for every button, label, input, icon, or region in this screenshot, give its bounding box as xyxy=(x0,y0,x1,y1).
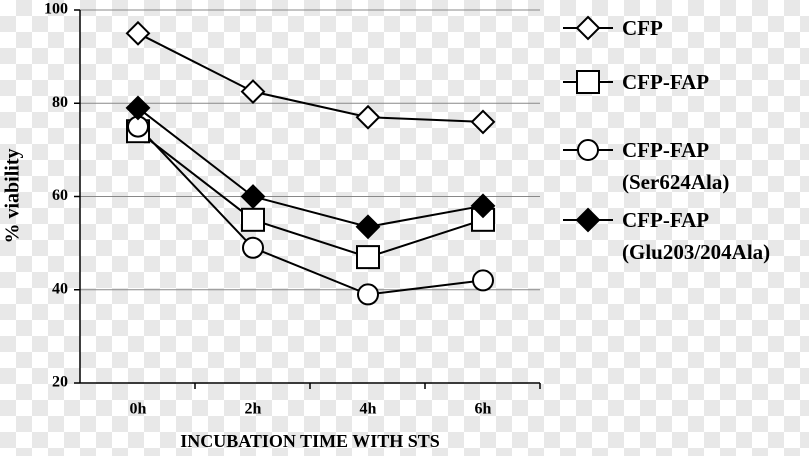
y-tick-label: 40 xyxy=(52,280,68,297)
legend-label: CFP xyxy=(622,16,663,40)
y-tick-label: 80 xyxy=(52,94,68,111)
diamond-marker xyxy=(575,15,601,41)
y-tick-label: 60 xyxy=(52,187,68,204)
x-tick-label: 4h xyxy=(360,401,377,418)
diamond-marker xyxy=(355,104,381,130)
x-tick-label: 6h xyxy=(475,401,492,418)
legend-item: CFP-FAP xyxy=(560,66,805,98)
circle-marker xyxy=(577,139,599,161)
legend-symbol xyxy=(563,207,613,233)
diamond-marker xyxy=(125,20,151,46)
y-tick-label: 100 xyxy=(44,1,68,18)
legend-label: CFP-FAP (Glu203/204Ala) xyxy=(622,208,771,264)
x-axis-title: INCUBATION TIME WITH STS xyxy=(180,431,440,451)
square-marker xyxy=(356,245,380,270)
diamond-marker xyxy=(470,193,496,219)
circle-marker xyxy=(242,236,264,259)
x-tick-label: 0h xyxy=(130,401,147,418)
legend: CFP CFP-FAP CFP-FAP (Ser624Ala) CFP-FAP (Gl… xyxy=(560,12,805,290)
legend-item: CFP-FAP (Ser624Ala) xyxy=(560,134,805,198)
legend-label: CFP-FAP xyxy=(622,70,710,94)
circle-marker xyxy=(357,283,379,306)
diamond-marker xyxy=(240,184,266,209)
legend-label: CFP-FAP (Ser624Ala) xyxy=(622,138,730,194)
diamond-marker xyxy=(240,79,266,105)
series-line xyxy=(137,107,484,228)
legend-item: CFP-FAP (Glu203/204Ala) xyxy=(560,204,805,268)
series-line xyxy=(137,125,484,296)
diamond-marker xyxy=(355,214,381,240)
square-marker xyxy=(576,70,600,94)
legend-symbol xyxy=(563,70,613,94)
square-marker xyxy=(241,207,265,232)
y-axis-title: % viability xyxy=(2,148,24,243)
circle-marker xyxy=(472,269,494,292)
series-line xyxy=(137,32,484,123)
legend-symbol xyxy=(563,139,613,161)
diamond-marker xyxy=(470,109,496,135)
legend-item: CFP xyxy=(560,12,805,44)
legend-symbol xyxy=(563,15,613,41)
y-tick-label: 20 xyxy=(52,374,68,391)
diamond-marker xyxy=(575,207,601,233)
diamond-marker xyxy=(125,95,151,121)
series-line xyxy=(137,130,484,259)
x-tick-label: 2h xyxy=(245,401,262,418)
